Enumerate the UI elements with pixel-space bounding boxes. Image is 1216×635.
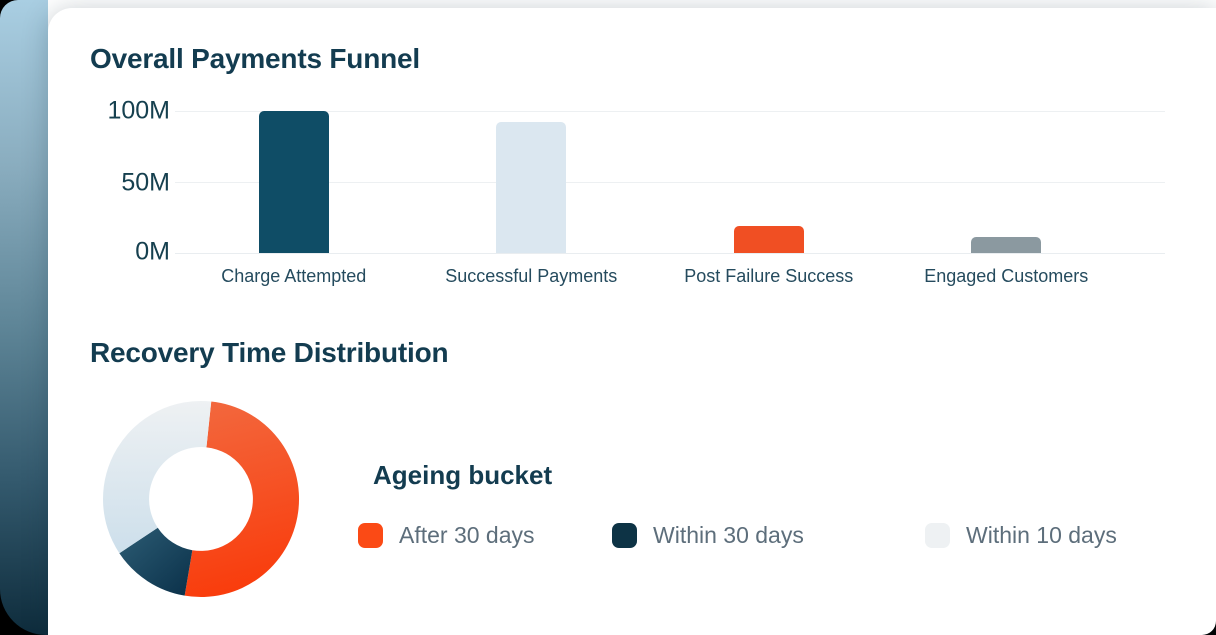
donut-chart [103, 401, 300, 598]
funnel-y-axis: 100M 50M 0M [48, 8, 170, 308]
y-tick-label: 100M [107, 96, 170, 125]
donut-legend-items: After 30 days Within 30 days Within 10 day… [48, 522, 1216, 548]
bar-slot [175, 111, 413, 253]
funnel-bar-1[interactable] [496, 122, 567, 253]
funnel-bars [175, 111, 1125, 253]
legend-item-1[interactable]: Within 30 days [612, 522, 804, 548]
y-tick-label: 0M [135, 237, 170, 266]
funnel-category-labels: Charge Attempted Successful Payments Post … [175, 266, 1125, 287]
gridline-100m [175, 111, 1165, 112]
legend-label: After 30 days [399, 522, 535, 548]
legend-swatch [612, 523, 637, 548]
gridline-50m [175, 182, 1165, 183]
bar-slot [650, 111, 888, 253]
legend-label: Within 30 days [653, 522, 804, 548]
y-tick-label: 50M [121, 168, 170, 197]
bar-slot [888, 111, 1126, 253]
bar-slot [413, 111, 651, 253]
legend-item-2[interactable]: Within 10 days [925, 522, 1117, 548]
bar-category-label: Engaged Customers [924, 266, 1089, 286]
funnel-bar-3[interactable] [971, 237, 1042, 253]
legend-item-0[interactable]: After 30 days [358, 522, 535, 548]
donut-segment-2[interactable] [103, 401, 212, 554]
recovery-section-title: Recovery Time Distribution [90, 337, 449, 368]
donut-segment-1[interactable] [119, 527, 193, 596]
legend-label: Within 10 days [966, 522, 1117, 548]
funnel-bar-0[interactable] [258, 111, 329, 253]
dashboard-card: Overall Payments Funnel 100M 50M 0M Charge… [48, 8, 1216, 635]
bar-category-label: Post Failure Success [684, 266, 854, 286]
bar-category-label: Successful Payments [445, 266, 618, 286]
left-accent-gradient-bar [0, 0, 48, 635]
funnel-plot-area [175, 111, 1165, 254]
gridline-0m-baseline [175, 253, 1165, 254]
bar-category-label: Charge Attempted [221, 266, 367, 286]
funnel-section-title: Overall Payments Funnel [90, 43, 420, 74]
legend-swatch [925, 523, 950, 548]
donut-segment-0[interactable] [184, 401, 300, 598]
legend-swatch [358, 523, 383, 548]
donut-legend-title: Ageing bucket [373, 460, 553, 490]
funnel-bar-2[interactable] [733, 226, 804, 253]
